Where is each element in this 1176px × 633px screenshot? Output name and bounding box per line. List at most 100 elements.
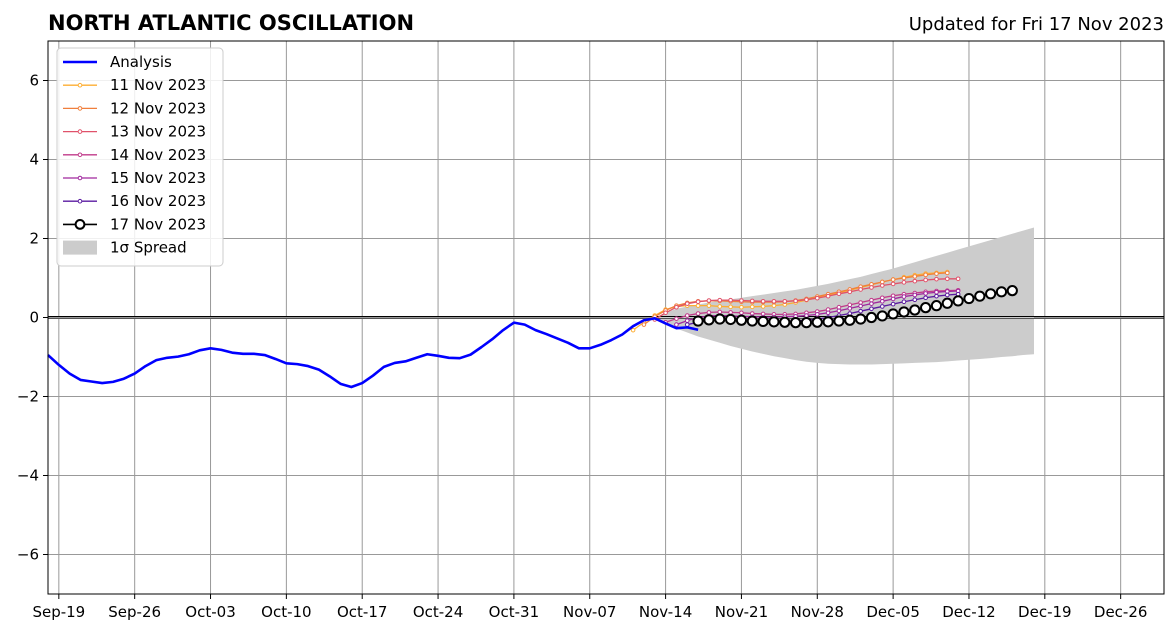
forecast-point	[811, 316, 823, 328]
forecast-point	[974, 290, 986, 302]
forecast-point	[674, 322, 679, 327]
forecast-point	[858, 308, 863, 314]
legend-label: 12 Nov 2023	[110, 99, 206, 117]
forecast-point	[858, 287, 863, 292]
forecast-point	[952, 295, 964, 307]
forecast-point	[858, 303, 863, 309]
forecast-point	[728, 304, 733, 310]
forecast-point	[782, 299, 788, 304]
zero-line-layer	[48, 316, 1164, 319]
legend-swatch-marker	[77, 129, 83, 134]
forecast-point	[684, 313, 690, 318]
x-tick-label: Oct-03	[185, 603, 235, 621]
forecast-point	[768, 316, 780, 328]
forecast-point	[855, 313, 867, 325]
forecast-point	[901, 294, 907, 299]
axis-layer: Sep-19 Sep-26 Oct-03 Oct-10 Oct-17 Oct-24 Oct-…	[17, 40, 1165, 621]
forecast-point	[779, 316, 791, 328]
forecast-line	[665, 289, 959, 323]
x-tick-label: Nov-07	[563, 603, 616, 621]
forecast-point	[909, 304, 921, 316]
x-tick-label: Nov-14	[639, 603, 692, 621]
forecast-point	[706, 298, 712, 303]
legend-swatch-marker	[77, 198, 83, 204]
forecast-point	[901, 275, 907, 281]
forecast-point	[1006, 285, 1018, 297]
legend-entry: 13 Nov 2023	[63, 123, 206, 141]
forecast-point	[684, 301, 690, 306]
forecast-point	[934, 293, 939, 299]
forecast-point	[749, 304, 755, 310]
legend-label: 11 Nov 2023	[110, 76, 206, 94]
legend-label: Analysis	[110, 53, 172, 71]
x-tick-label: Dec-19	[1018, 603, 1072, 621]
forecast-point	[771, 299, 777, 304]
legend-entry: 16 Nov 2023	[63, 192, 206, 210]
x-tick-label: Dec-05	[866, 603, 920, 621]
forecast-point	[923, 295, 928, 301]
forecast-series	[652, 276, 961, 322]
forecast-point	[706, 303, 712, 308]
forecast-point	[800, 317, 813, 329]
legend-entry: 11 Nov 2023	[63, 76, 206, 94]
y-tick-label: 4	[29, 151, 39, 169]
forecast-point	[847, 289, 853, 295]
y-tick-label: 0	[29, 309, 39, 327]
forecast-point	[760, 299, 766, 304]
forecast-point	[945, 292, 950, 298]
forecast-point	[901, 299, 907, 305]
forecast-point	[833, 315, 845, 327]
x-tick-label: Oct-24	[413, 603, 463, 621]
y-tick-label: 6	[29, 72, 39, 90]
forecast-point	[912, 297, 918, 303]
forecast-point	[760, 304, 766, 309]
analysis-line	[47, 316, 699, 389]
legend-entry: 15 Nov 2023	[63, 169, 206, 187]
forecast-point	[923, 272, 928, 278]
forecast-point	[930, 300, 943, 312]
forecast-point	[663, 310, 668, 316]
forecast-point	[822, 316, 834, 328]
forecast-point	[934, 271, 939, 276]
forecast-point	[825, 310, 831, 316]
forecast-point	[695, 299, 701, 305]
forecast-point	[912, 292, 918, 298]
forecast-point	[674, 316, 679, 321]
y-tick-label: −2	[17, 388, 39, 406]
forecast-point	[814, 312, 820, 317]
forecast-point	[995, 286, 1008, 298]
forecast-point	[955, 276, 961, 282]
x-tick-label: Sep-19	[32, 603, 85, 621]
legend-label: 15 Nov 2023	[110, 169, 206, 187]
forecast-point	[934, 276, 939, 282]
forecast-point	[923, 277, 928, 283]
legend-swatch-band	[63, 240, 97, 255]
forecast-point	[695, 311, 701, 316]
forecast-point	[890, 277, 896, 282]
legend-label: 1σ Spread	[110, 239, 187, 257]
plot-frame	[47, 40, 1165, 595]
legend-label: 16 Nov 2023	[110, 192, 206, 210]
series-layer	[47, 269, 1018, 389]
forecast-point	[945, 276, 950, 282]
chart-subtitle: Updated for Fri 17 Nov 2023	[909, 14, 1164, 35]
x-tick-label: Dec-26	[1094, 603, 1148, 621]
legend-entry: 12 Nov 2023	[63, 99, 206, 117]
legend-entry: 14 Nov 2023	[63, 146, 206, 164]
forecast-point	[836, 308, 842, 314]
forecast-point	[963, 292, 975, 305]
y-tick-label: −6	[17, 546, 39, 564]
legend-swatch-marker	[74, 219, 86, 230]
forecast-point	[869, 306, 874, 312]
legend-label: 17 Nov 2023	[110, 215, 206, 233]
y-tick-label: 2	[29, 230, 39, 248]
forecast-point	[739, 304, 744, 310]
forecast-point	[717, 304, 723, 309]
forecast-point	[725, 313, 737, 326]
forecast-point	[920, 302, 932, 314]
forecast-point	[879, 299, 885, 304]
forecast-point	[985, 288, 997, 300]
forecast-point	[793, 298, 798, 304]
forecast-point	[869, 285, 874, 290]
x-tick-label: Dec-12	[942, 603, 996, 621]
